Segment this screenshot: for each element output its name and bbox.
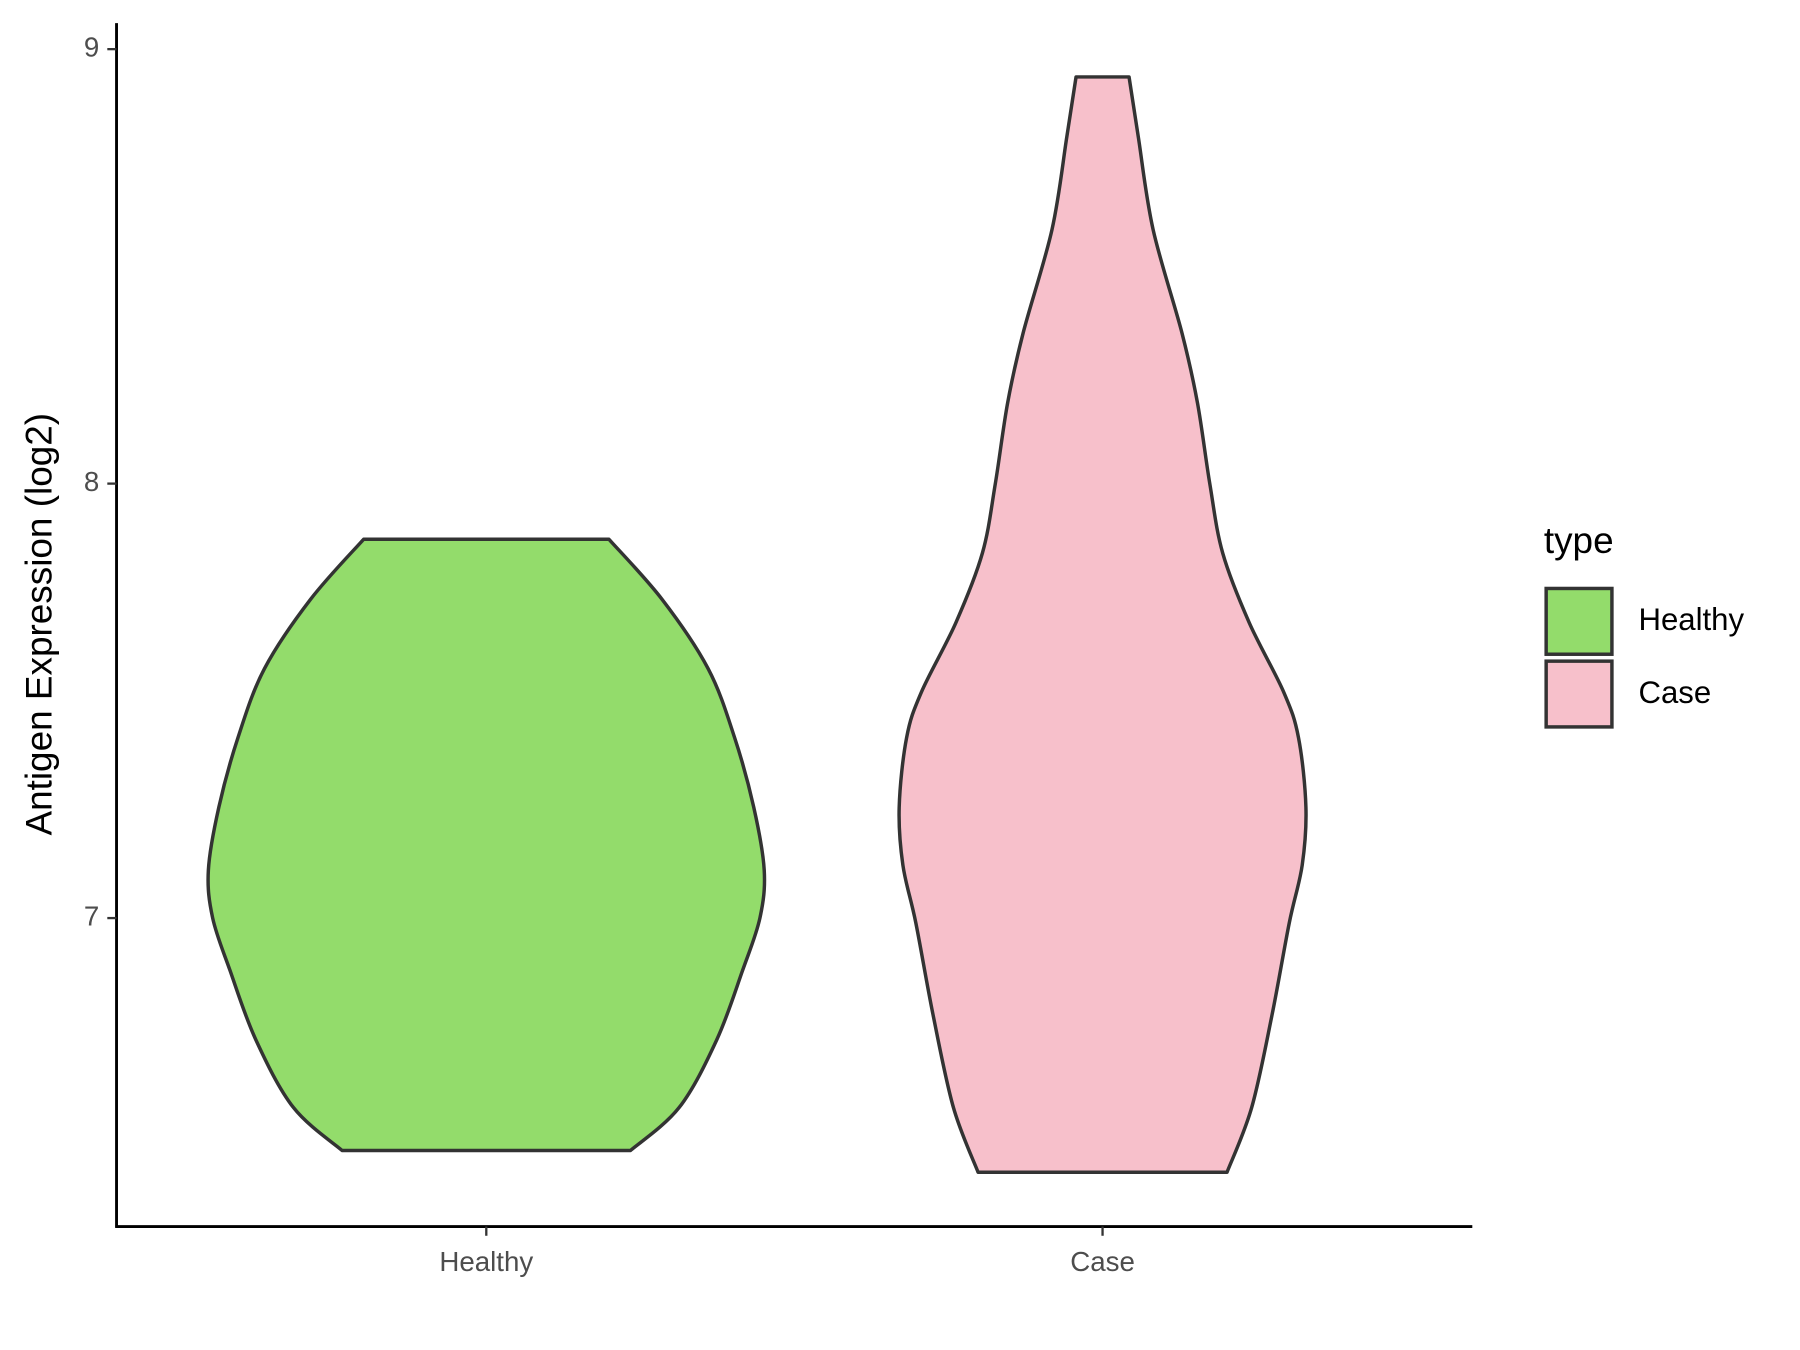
legend-label: Healthy	[1638, 602, 1744, 637]
y-axis-title: Antigen Expression (log2)	[18, 413, 59, 836]
violin	[897, 75, 1308, 1174]
violin	[206, 537, 767, 1153]
y-tick-label: 9	[84, 31, 99, 62]
y-tick-label: 8	[84, 466, 99, 497]
x-tick-label: Healthy	[439, 1246, 533, 1277]
y-tick-label: 7	[84, 900, 99, 931]
legend-key	[1544, 659, 1614, 729]
legend-title: type	[1544, 520, 1614, 561]
legend-key	[1544, 586, 1614, 656]
x-tick-label: Case	[1070, 1246, 1135, 1277]
legend-label: Case	[1638, 675, 1711, 710]
